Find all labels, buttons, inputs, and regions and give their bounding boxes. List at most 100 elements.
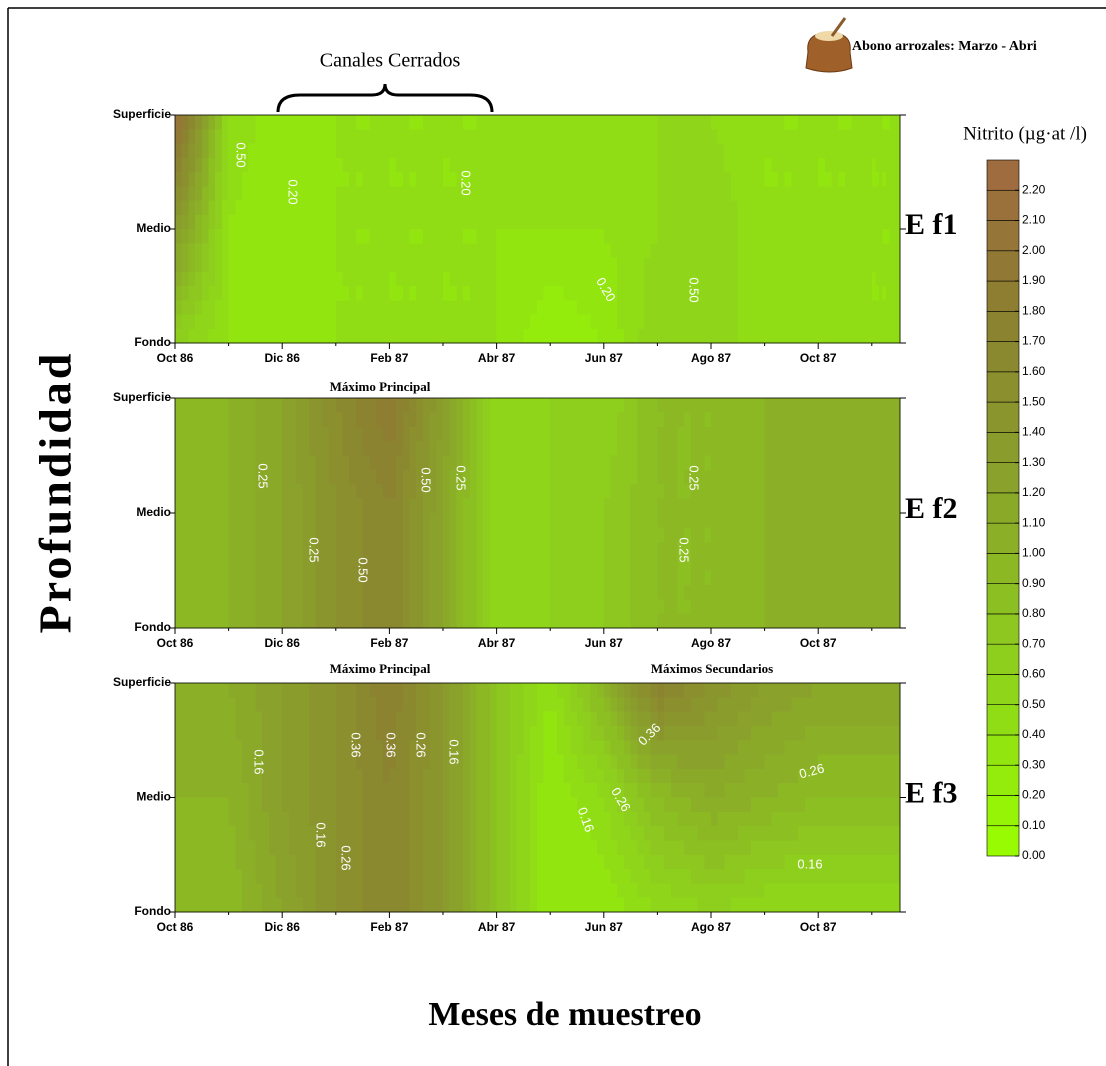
contour-cell: [678, 315, 685, 330]
contour-cell: [879, 258, 883, 273]
contour-cell: [215, 585, 222, 600]
contour-cell: [637, 441, 644, 456]
contour-cell: [745, 398, 752, 413]
contour-cell: [182, 683, 189, 698]
contour-cell: [704, 315, 711, 330]
contour-cell: [416, 798, 423, 813]
contour-cell: [410, 769, 417, 784]
contour-cell: [336, 215, 343, 230]
contour-cell: [463, 513, 470, 528]
contour-cell: [463, 783, 470, 798]
contour-cell: [577, 585, 584, 600]
contour-cell: [369, 527, 376, 542]
contour-cell: [751, 571, 758, 586]
contour-cell: [249, 470, 256, 485]
contour-cell: [477, 712, 484, 727]
contour-cell: [349, 115, 356, 130]
contour-cell: [443, 840, 450, 855]
contour-cell: [889, 599, 893, 614]
contour-cell: [865, 412, 872, 427]
contour-cell: [510, 484, 517, 499]
contour-cell: [383, 286, 390, 301]
contour-cell: [617, 513, 624, 528]
contour-cell: [664, 286, 671, 301]
contour-cell: [657, 599, 664, 614]
contour-cell: [309, 427, 316, 442]
contour-cell: [889, 286, 893, 301]
contour-cell: [557, 783, 564, 798]
contour-cell: [209, 740, 216, 755]
contour-cell: [456, 683, 463, 698]
contour-cell: [269, 201, 276, 216]
contour-cell: [336, 427, 343, 442]
contour-cell: [838, 186, 845, 201]
contour-cell: [882, 129, 886, 144]
contour-cell: [818, 144, 825, 159]
contour-cell: [329, 456, 336, 471]
contour-cell: [798, 300, 805, 315]
contour-cell: [316, 427, 323, 442]
contour-cell: [235, 499, 242, 514]
contour-cell: [889, 329, 893, 344]
contour-cell: [564, 201, 571, 216]
contour-cell: [852, 470, 859, 485]
contour-cell: [242, 215, 249, 230]
contour-cell: [369, 456, 376, 471]
contour-cell: [798, 129, 805, 144]
contour-cell: [356, 315, 363, 330]
contour-cell: [282, 599, 289, 614]
contour-cell: [302, 258, 309, 273]
contour-cell: [316, 798, 323, 813]
contour-cell: [222, 614, 229, 629]
contour-cell: [450, 272, 457, 287]
contour-cell: [262, 258, 269, 273]
contour-cell: [235, 826, 242, 841]
contour-cell: [738, 755, 745, 770]
contour-cell: [255, 798, 262, 813]
contour-cell: [356, 499, 363, 514]
contour-cell: [396, 869, 403, 884]
contour-cell: [436, 527, 443, 542]
contour-cell: [765, 470, 772, 485]
contour-cell: [423, 158, 430, 173]
contour-cell: [577, 158, 584, 173]
contour-cell: [276, 398, 283, 413]
contour-cell: [751, 243, 758, 258]
contour-cell: [812, 215, 819, 230]
contour-cell: [812, 243, 819, 258]
contour-cell: [396, 883, 403, 898]
contour-cell: [644, 585, 651, 600]
contour-cell: [832, 315, 839, 330]
contour-cell: [893, 585, 897, 600]
contour-cell: [416, 158, 423, 173]
contour-cell: [456, 826, 463, 841]
contour-cell: [349, 272, 356, 287]
contour-cell: [617, 556, 624, 571]
contour-cell: [376, 755, 383, 770]
contour-cell: [845, 726, 852, 741]
contour-cell: [182, 215, 189, 230]
contour-cell: [229, 300, 236, 315]
contour-cell: [882, 542, 886, 557]
contour-cell: [188, 769, 195, 784]
colorbar-swatch: [987, 826, 1019, 856]
contour-cell: [450, 527, 457, 542]
contour-cell: [356, 412, 363, 427]
contour-cell: [590, 329, 597, 344]
contour-cell: [188, 201, 195, 216]
contour-cell: [785, 614, 792, 629]
contour-cell: [195, 441, 202, 456]
contour-cell: [209, 329, 216, 344]
contour-cell: [624, 286, 631, 301]
contour-cell: [477, 300, 484, 315]
contour-cell: [651, 286, 658, 301]
contour-cell: [604, 229, 611, 244]
contour-cell: [503, 441, 510, 456]
contour-cell: [403, 201, 410, 216]
contour-cell: [570, 726, 577, 741]
contour-cell: [470, 412, 477, 427]
contour-cell: [657, 186, 664, 201]
contour-cell: [235, 812, 242, 827]
contour-cell: [597, 697, 604, 712]
contour-cell: [369, 129, 376, 144]
